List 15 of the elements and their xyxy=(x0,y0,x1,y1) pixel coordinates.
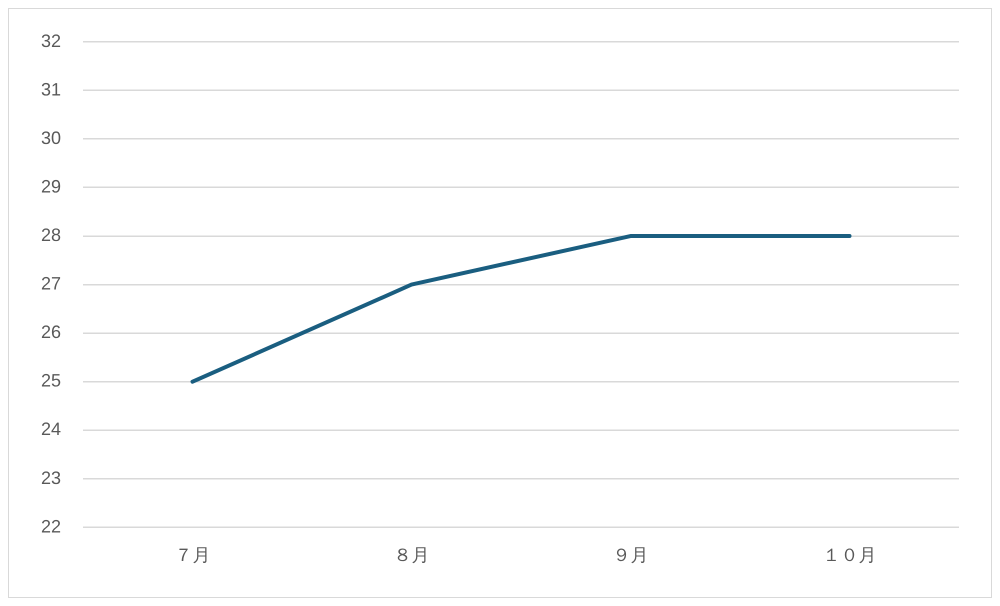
y-tick-label: 23 xyxy=(40,468,62,488)
y-tick-label: 29 xyxy=(40,176,62,196)
y-tick-label: 30 xyxy=(40,128,62,148)
x-tick-label: １０月 xyxy=(822,544,877,566)
y-tick-label: 32 xyxy=(40,30,62,51)
x-tick-label: ８月 xyxy=(394,544,430,566)
x-tick-label: ９月 xyxy=(612,544,649,566)
y-tick-label: 27 xyxy=(40,274,62,294)
y-tick-label: 22 xyxy=(40,516,62,536)
y-tick-label: 26 xyxy=(40,322,62,342)
y-tick-label: 31 xyxy=(40,79,62,100)
y-tick-label: 24 xyxy=(40,419,62,440)
y-tick-label: 25 xyxy=(40,370,62,391)
y-tick-label: 28 xyxy=(40,225,62,246)
x-tick-label: ７月 xyxy=(174,544,211,566)
